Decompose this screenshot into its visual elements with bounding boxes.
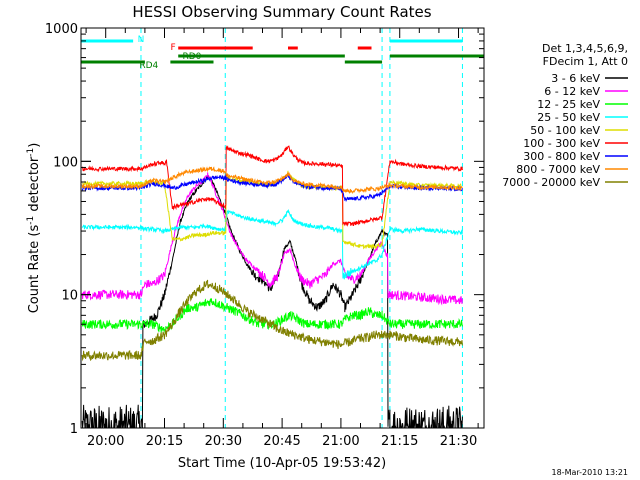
x-tick-label: 20:00 xyxy=(87,434,124,449)
y-tick-label: 10 xyxy=(61,289,78,304)
plot-area xyxy=(81,28,484,428)
series-line xyxy=(81,166,463,195)
x-tick-label: 20:15 xyxy=(146,434,183,449)
legend-header-line: FDecim 1, Att 0 xyxy=(543,55,628,68)
x-tick-label: 20:45 xyxy=(263,434,300,449)
y-axis-label: Count Rate (s-1 detector-1) xyxy=(26,143,42,314)
legend-label: 300 - 800 keV xyxy=(523,150,600,163)
y-tick-label: 1 xyxy=(70,422,78,437)
legend-label: 12 - 25 keV xyxy=(537,98,600,111)
series-line xyxy=(81,175,463,428)
state-bar-label: RD4 xyxy=(139,61,158,71)
series-line xyxy=(81,145,463,227)
x-tick-label: 21:30 xyxy=(440,434,477,449)
state-bar-label: RD0 xyxy=(182,52,201,62)
state-bar-label: N xyxy=(138,35,145,45)
legend-label: 6 - 12 keV xyxy=(544,85,600,98)
x-tick-label: 20:30 xyxy=(205,434,242,449)
legend-header: Det 1,3,4,5,6,9, FDecim 1, Att 0 xyxy=(542,42,628,68)
series-line xyxy=(81,298,463,334)
x-axis-label: Start Time (10-Apr-05 19:53:42) xyxy=(178,456,386,471)
series-line xyxy=(81,208,463,280)
legend-label: 800 - 7000 keV xyxy=(516,163,600,176)
x-tick-label: 21:15 xyxy=(381,434,418,449)
legend-label: 100 - 300 keV xyxy=(523,137,600,150)
x-tick-label: 21:00 xyxy=(322,434,359,449)
series-line xyxy=(81,172,463,306)
legend-label: 50 - 100 keV xyxy=(530,124,600,137)
legend-label: 7000 - 20000 keV xyxy=(502,176,600,189)
legend-header-line: Det 1,3,4,5,6,9, xyxy=(542,42,628,55)
y-tick-label: 1000 xyxy=(45,22,78,37)
y-tick-label: 100 xyxy=(53,155,78,170)
legend-label: 3 - 6 keV xyxy=(551,72,600,85)
series-line xyxy=(81,279,463,362)
legend-label: 25 - 50 keV xyxy=(537,111,600,124)
footer-timestamp: 18-Mar-2010 13:21 xyxy=(552,468,629,477)
chart-title: HESSI Observing Summary Count Rates xyxy=(132,3,431,21)
state-bar-label: F xyxy=(171,43,176,53)
